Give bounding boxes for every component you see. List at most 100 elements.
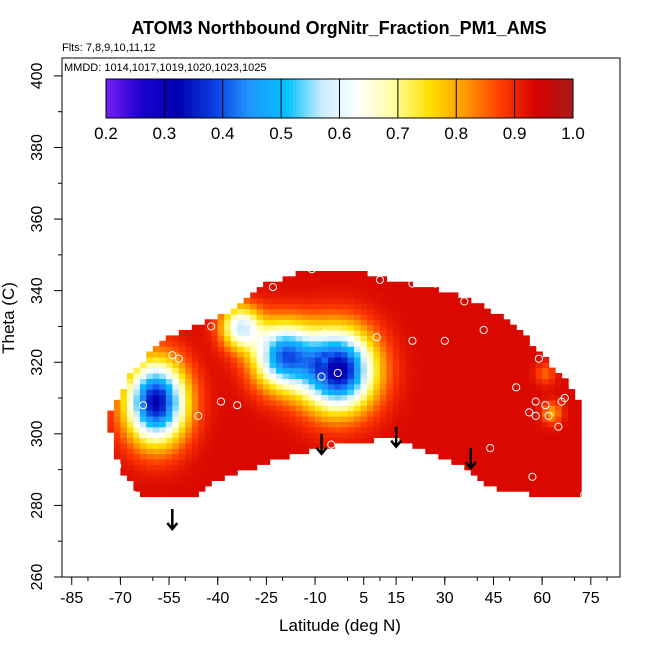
heatmap-cell xyxy=(438,421,446,428)
heatmap-cell xyxy=(399,367,407,374)
colorbar-swatch xyxy=(320,79,325,118)
heatmap-cell xyxy=(295,367,303,374)
heatmap-cell xyxy=(360,356,368,363)
heatmap-cell xyxy=(373,351,381,358)
heatmap-cell xyxy=(146,442,154,449)
heatmap-cell xyxy=(308,340,316,347)
colorbar-swatch xyxy=(203,79,208,118)
heatmap-cell xyxy=(269,437,277,444)
heatmap-cell xyxy=(308,442,316,449)
colorbar-swatch xyxy=(117,79,123,118)
heatmap-cell xyxy=(444,335,452,342)
heatmap-cell xyxy=(367,415,375,422)
heatmap-cell xyxy=(250,437,258,444)
heatmap-cell xyxy=(204,405,212,412)
heatmap-cell xyxy=(295,308,303,315)
heatmap-cell xyxy=(302,308,310,315)
heatmap-cell xyxy=(191,415,199,422)
heatmap-cell xyxy=(405,313,413,320)
heatmap-cell xyxy=(373,287,381,294)
heatmap-cell xyxy=(237,399,245,406)
heatmap-cell xyxy=(295,297,303,304)
heatmap-cell xyxy=(412,330,420,336)
heatmap-cell xyxy=(405,330,413,336)
heatmap-cell xyxy=(457,432,465,438)
heatmap-cell xyxy=(490,426,498,433)
heatmap-cell xyxy=(548,378,556,385)
heatmap-cell xyxy=(289,415,297,422)
heatmap-cell xyxy=(172,378,180,385)
heatmap-cell xyxy=(425,405,433,412)
heatmap-cell xyxy=(152,458,160,465)
heatmap-cell xyxy=(568,442,576,449)
heatmap-cell xyxy=(373,410,381,417)
heatmap-cell xyxy=(561,475,569,481)
heatmap-cell xyxy=(328,303,336,310)
heatmap-cell xyxy=(295,415,303,422)
heatmap-cell xyxy=(496,356,504,363)
heatmap-cell xyxy=(503,351,511,358)
heatmap-cell xyxy=(555,453,563,460)
heatmap-cell xyxy=(230,356,238,363)
heatmap-cell xyxy=(438,308,446,315)
heatmap-cell xyxy=(282,313,290,320)
heatmap-cell xyxy=(230,437,238,444)
heatmap-cell xyxy=(211,330,219,336)
heatmap-cell xyxy=(263,313,271,320)
heatmap-cell xyxy=(561,453,569,460)
heatmap-cell xyxy=(392,351,400,358)
heatmap-cell xyxy=(334,276,342,283)
heatmap-cell xyxy=(522,351,530,358)
heatmap-cell xyxy=(126,399,134,406)
heatmap-cell xyxy=(341,335,349,342)
heatmap-cell xyxy=(341,287,349,294)
heatmap-cell xyxy=(256,340,264,347)
heatmap-cell xyxy=(308,346,316,353)
heatmap-cell xyxy=(243,458,251,465)
heatmap-cell xyxy=(529,351,537,358)
heatmap-cell xyxy=(542,485,550,492)
heatmap-cell xyxy=(146,415,154,422)
heatmap-cell xyxy=(191,442,199,449)
heatmap-cell xyxy=(341,271,349,277)
heatmap-cell xyxy=(139,421,147,428)
heatmap-cell xyxy=(373,308,381,315)
heatmap-cell xyxy=(269,319,277,326)
heatmap-cell xyxy=(542,362,550,369)
colorbar-swatch xyxy=(347,79,352,118)
colorbar-swatch xyxy=(362,79,368,118)
heatmap-cell xyxy=(308,426,316,433)
heatmap-cell xyxy=(555,432,563,438)
heatmap-cell xyxy=(386,426,394,433)
heatmap-cell xyxy=(444,303,452,310)
heatmap-cell xyxy=(367,383,375,390)
heatmap-cell xyxy=(230,421,238,428)
heatmap-cell xyxy=(347,437,355,444)
heatmap-cell xyxy=(425,297,433,304)
x-tick-label: -40 xyxy=(206,590,229,607)
heatmap-cell xyxy=(399,346,407,353)
heatmap-cell xyxy=(347,356,355,363)
heatmap-cell xyxy=(431,356,439,363)
heatmap-cell xyxy=(354,415,362,422)
heatmap-cell xyxy=(418,335,426,342)
heatmap-cell xyxy=(438,313,446,320)
heatmap-cell xyxy=(139,415,147,422)
heatmap-cell xyxy=(334,421,342,428)
heatmap-cell xyxy=(490,351,498,358)
colorbar-swatch xyxy=(187,79,193,118)
heatmap-cell xyxy=(243,453,251,460)
heatmap-cell xyxy=(379,287,387,294)
heatmap-cell xyxy=(315,324,323,331)
heatmap-cell xyxy=(263,405,271,412)
heatmap-cell xyxy=(139,491,147,498)
heatmap-cell xyxy=(289,356,297,363)
heatmap-cell xyxy=(256,324,264,331)
heatmap-cell xyxy=(341,432,349,438)
heatmap-cell xyxy=(555,448,563,455)
heatmap-cell xyxy=(477,394,485,401)
heatmap-cell xyxy=(152,442,160,449)
heatmap-cell xyxy=(516,464,524,471)
colorbar-swatch xyxy=(288,79,294,118)
heatmap-cell xyxy=(126,442,134,449)
